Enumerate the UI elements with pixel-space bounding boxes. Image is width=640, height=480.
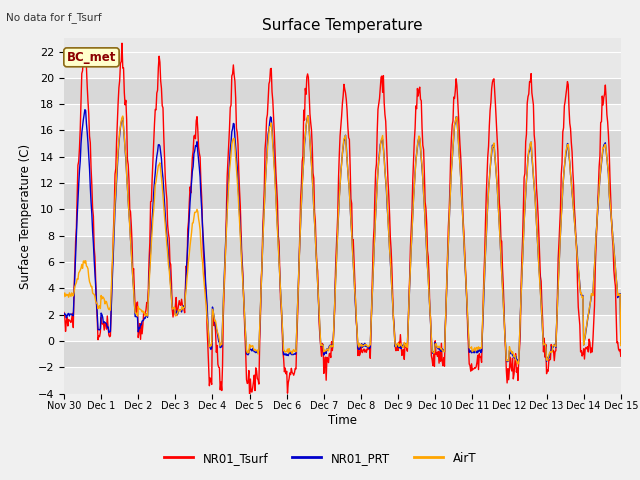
Bar (64, 341, 621, 367)
NR01_Tsurf (183, 271, 191, 277)
NR01_Tsurf (390, 314, 397, 320)
NR01_Tsurf (60, 310, 68, 315)
AirT (389, 299, 397, 305)
AirT (568, 180, 575, 186)
NR01_PRT (81, 107, 89, 113)
Line: AirT: AirT (64, 116, 621, 364)
NR01_Tsurf (207, 378, 215, 384)
Bar (64, 262, 621, 288)
NR01_Tsurf (246, 394, 253, 399)
X-axis label: Time: Time (328, 414, 357, 427)
NR01_PRT (444, 261, 451, 267)
AirT (304, 113, 312, 119)
AirT (182, 286, 190, 292)
NR01_Tsurf (617, 353, 625, 359)
NR01_PRT (389, 301, 397, 307)
NR01_PRT (568, 178, 575, 184)
Text: BC_met: BC_met (67, 51, 116, 64)
NR01_PRT (335, 212, 342, 217)
Bar (64, 183, 621, 209)
NR01_PRT (183, 256, 191, 262)
NR01_Tsurf (568, 140, 575, 145)
Legend: NR01_Tsurf, NR01_PRT, AirT: NR01_Tsurf, NR01_PRT, AirT (159, 447, 481, 469)
Y-axis label: Surface Temperature (C): Surface Temperature (C) (19, 144, 32, 288)
Bar (64, 236, 621, 262)
Bar (64, 367, 621, 394)
NR01_PRT (60, 311, 68, 316)
AirT (60, 294, 68, 300)
NR01_Tsurf (335, 151, 343, 157)
Bar (64, 51, 621, 78)
Bar (64, 315, 621, 341)
NR01_Tsurf (445, 224, 452, 230)
Bar (64, 288, 621, 315)
AirT (617, 343, 625, 348)
Bar (64, 78, 621, 104)
Bar (64, 209, 621, 236)
NR01_PRT (617, 340, 625, 346)
Bar (64, 131, 621, 157)
NR01_PRT (514, 360, 522, 366)
Line: NR01_Tsurf: NR01_Tsurf (64, 43, 621, 396)
AirT (514, 361, 522, 367)
AirT (335, 207, 342, 213)
Text: No data for f_Tsurf: No data for f_Tsurf (6, 12, 102, 23)
Bar (64, 157, 621, 183)
Bar (64, 104, 621, 131)
AirT (444, 257, 451, 263)
NR01_PRT (207, 347, 215, 352)
Title: Surface Temperature: Surface Temperature (262, 18, 422, 33)
NR01_Tsurf (118, 40, 126, 46)
AirT (206, 342, 214, 348)
Line: NR01_PRT: NR01_PRT (64, 110, 621, 363)
